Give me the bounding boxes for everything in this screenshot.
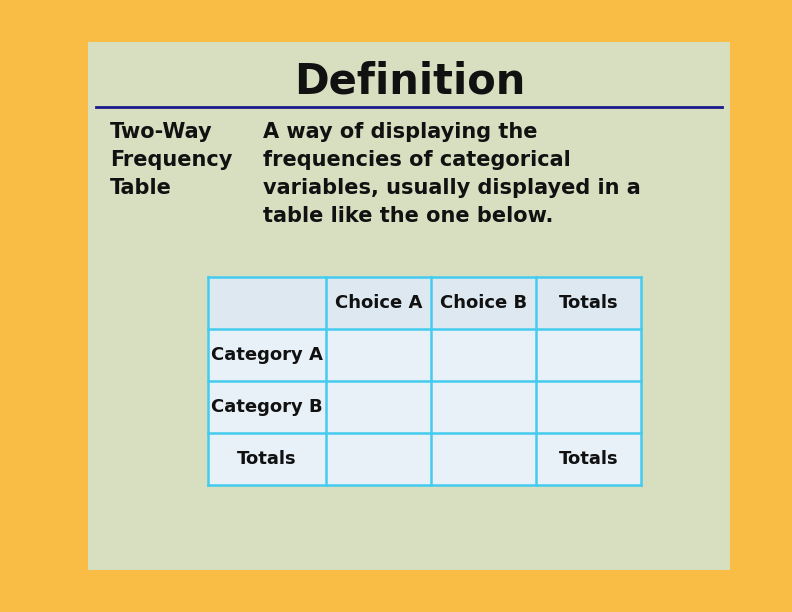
FancyBboxPatch shape — [326, 381, 431, 433]
FancyBboxPatch shape — [208, 329, 326, 381]
FancyBboxPatch shape — [208, 433, 326, 485]
FancyBboxPatch shape — [431, 433, 536, 485]
Text: Totals: Totals — [558, 294, 619, 312]
FancyBboxPatch shape — [431, 329, 536, 381]
FancyBboxPatch shape — [536, 277, 641, 329]
FancyBboxPatch shape — [536, 433, 641, 485]
FancyBboxPatch shape — [326, 277, 431, 329]
Text: A way of displaying the
frequencies of categorical
variables, usually displayed : A way of displaying the frequencies of c… — [263, 122, 641, 226]
Text: Category B: Category B — [211, 398, 323, 416]
FancyBboxPatch shape — [208, 381, 326, 433]
FancyBboxPatch shape — [326, 329, 431, 381]
FancyBboxPatch shape — [326, 433, 431, 485]
FancyBboxPatch shape — [536, 381, 641, 433]
FancyBboxPatch shape — [431, 277, 536, 329]
FancyBboxPatch shape — [536, 329, 641, 381]
FancyBboxPatch shape — [208, 277, 326, 329]
Text: Totals: Totals — [237, 450, 297, 468]
Text: Two-Way
Frequency
Table: Two-Way Frequency Table — [110, 122, 232, 198]
Text: Choice A: Choice A — [335, 294, 422, 312]
FancyBboxPatch shape — [88, 42, 730, 570]
Text: Choice B: Choice B — [440, 294, 527, 312]
Text: Definition: Definition — [295, 61, 526, 103]
Text: Category A: Category A — [211, 346, 323, 364]
FancyBboxPatch shape — [431, 381, 536, 433]
Text: Totals: Totals — [558, 450, 619, 468]
